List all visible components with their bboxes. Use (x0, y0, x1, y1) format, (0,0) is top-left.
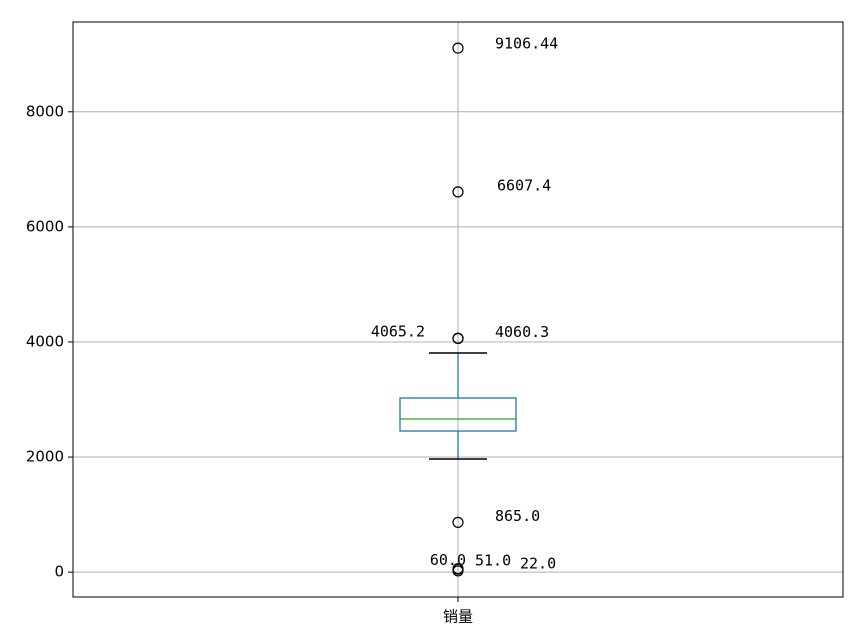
flier (452, 332, 464, 345)
flier-label: 9106.44 (495, 35, 558, 53)
y-tick-label: 2000 (26, 448, 64, 466)
y-tick-label: 6000 (26, 217, 64, 235)
flier (452, 42, 464, 54)
box (399, 397, 517, 432)
flier-label: 6607.4 (497, 176, 551, 194)
flier-label: 4060.3 (495, 323, 549, 341)
y-tick-label: 8000 (26, 102, 64, 120)
x-tick-label: 销量 (443, 608, 473, 626)
y-tick-label: 4000 (26, 332, 64, 350)
flier-label: 22.0 (520, 554, 556, 572)
flier (452, 186, 464, 198)
flier-label: 4065.2 (371, 323, 425, 341)
y-tick-label: 0 (54, 563, 64, 581)
flier (452, 516, 464, 528)
flier-label: 51.0 (475, 552, 511, 570)
plot-frame (72, 21, 844, 598)
flier-label: 865.0 (495, 507, 540, 525)
flier (452, 565, 464, 577)
